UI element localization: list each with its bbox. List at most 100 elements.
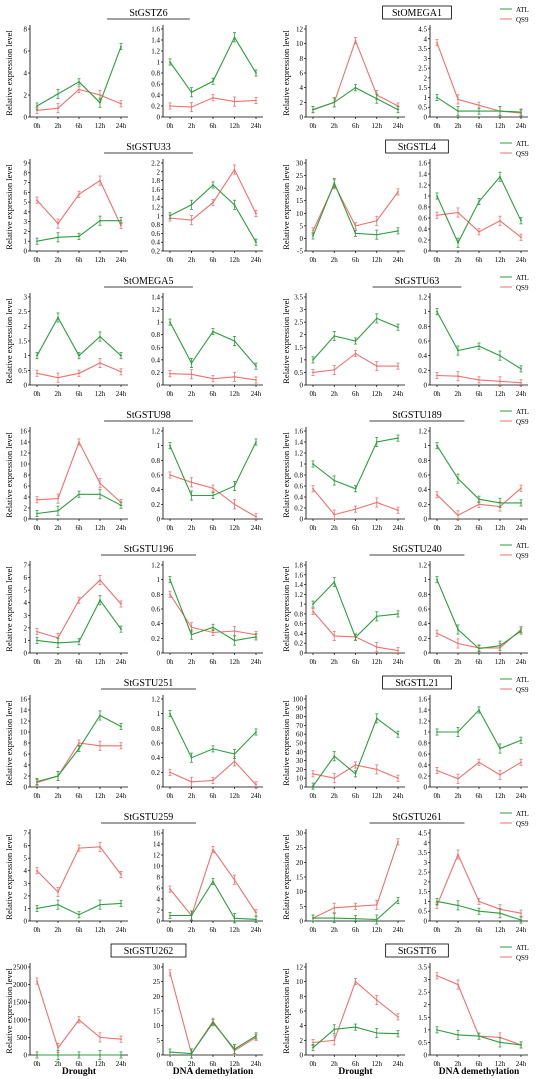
chart-title: StGSTL4 (398, 142, 436, 153)
data-point-atl (78, 747, 80, 750)
title-box (385, 139, 449, 154)
x-tick-label: 2h (455, 524, 463, 532)
data-point-qs9 (255, 911, 257, 914)
y-tick-label: 3.5 (418, 45, 427, 53)
y-tick-label: 0 (24, 784, 28, 792)
x-tick-label: 0h (34, 390, 42, 398)
y-axis-label: Relative expression level (4, 298, 14, 384)
y-tick-label: 2.5 (294, 319, 303, 327)
x-tick-label: 0h (167, 1060, 175, 1068)
data-point-atl (354, 487, 357, 490)
data-point-qs9 (99, 179, 101, 182)
y-axis-label: Relative expression level (281, 700, 291, 786)
data-point-atl (333, 1028, 336, 1031)
y-tick-label: 0.6 (294, 620, 303, 628)
x-tick-label: 24h (116, 1060, 127, 1068)
y-tick-label: 7 (24, 179, 28, 187)
data-point-atl (57, 903, 59, 906)
y-tick-label: 0 (424, 784, 428, 792)
data-point-qs9 (120, 370, 122, 373)
y-tick-label: 1 (424, 729, 428, 737)
y-tick-label: 4.5 (418, 830, 427, 838)
y-tick-label: 0 (300, 650, 304, 658)
series-line-atl (169, 184, 257, 243)
x-tick-label: 2h (188, 256, 196, 264)
x-tick-label: 2h (331, 658, 339, 666)
chart-stgstu251: Relative expression level StGSTU251 0 2 4 6 8 1… (4, 678, 263, 800)
data-point-atl (499, 110, 501, 113)
data-point-atl (499, 175, 501, 178)
data-point-atl (312, 785, 314, 788)
y-tick-label: 0 (24, 516, 28, 524)
chart-title: StGSTU259 (124, 812, 173, 823)
data-point-atl (233, 639, 236, 642)
chart-stomega5: Relative expression level StOMEGA5 0 0.5 1 1.… (4, 276, 263, 398)
y-tick-label: 30 (296, 160, 304, 168)
x-tick-label: 0h (434, 122, 442, 130)
data-point-qs9 (78, 847, 80, 849)
x-tick-label: 12h (372, 390, 383, 398)
x-tick-label: 24h (393, 1060, 404, 1068)
y-tick-label: 3.5 (294, 294, 303, 302)
y-tick-label: 20 (153, 993, 161, 1001)
data-point-atl (333, 479, 336, 482)
data-point-atl (520, 501, 522, 504)
data-point-atl (457, 1033, 459, 1036)
data-point-qs9 (120, 224, 122, 227)
y-tick-label: 0.6 (418, 606, 427, 614)
x-tick-label: 12h (229, 658, 240, 666)
x-tick-label: 0h (310, 122, 318, 130)
data-point-qs9 (99, 1036, 101, 1039)
y-tick-label: 0.4 (418, 352, 427, 360)
data-point-qs9 (78, 193, 80, 196)
x-tick-label: 6h (476, 256, 484, 264)
legend-qs9-label: QS9 (516, 418, 529, 426)
data-point-atl (99, 903, 101, 906)
y-tick-label: 0.4 (418, 762, 427, 770)
y-tick-label: 0.6 (294, 483, 303, 491)
data-point-qs9 (57, 376, 59, 379)
y-tick-label: 2.5 (418, 989, 427, 997)
data-point-atl (212, 1021, 214, 1024)
data-point-atl (120, 45, 122, 48)
data-point-qs9 (375, 768, 378, 771)
data-point-atl (78, 235, 80, 238)
x-tick-label: 0h (310, 1060, 318, 1068)
y-tick-label: 15 (296, 197, 304, 205)
y-tick-label: 15 (296, 874, 304, 882)
data-point-qs9 (436, 41, 438, 44)
data-point-atl (99, 1054, 101, 1056)
x-tick-label: 24h (393, 792, 404, 800)
y-tick-label: 0.4 (151, 239, 160, 247)
data-point-qs9 (120, 873, 122, 876)
data-point-qs9 (78, 599, 80, 602)
y-tick-label: 1 (300, 356, 304, 364)
x-tick-label: 6h (210, 256, 218, 264)
x-tick-label: 12h (372, 926, 383, 934)
data-point-atl (99, 714, 101, 717)
data-point-atl (354, 86, 357, 89)
y-tick-label: 0.6 (418, 472, 427, 480)
data-point-atl (520, 1044, 522, 1046)
y-tick-label: 2 (24, 505, 28, 513)
x-tick-label: 12h (95, 1060, 106, 1068)
data-point-qs9 (99, 362, 101, 364)
y-tick-label: 0.2 (151, 103, 160, 111)
y-tick-label: 1.2 (418, 294, 427, 302)
y-axis-label: Relative expression level (281, 298, 291, 384)
x-tick-label: 12h (229, 390, 240, 398)
x-tick-label: 0h (34, 926, 42, 934)
data-point-atl (457, 731, 459, 733)
x-tick-label: 24h (116, 390, 127, 398)
data-point-qs9 (333, 1039, 336, 1042)
data-point-atl (36, 1054, 38, 1056)
x-tick-label: 12h (95, 390, 106, 398)
y-tick-label: 1.6 (151, 26, 160, 34)
data-point-atl (354, 636, 357, 639)
data-point-qs9 (375, 365, 378, 368)
x-tick-label: 12h (495, 390, 506, 398)
x-tick-label: 12h (372, 524, 383, 532)
x-tick-label: 6h (352, 658, 360, 666)
data-point-atl (478, 498, 480, 501)
y-tick-label: 10 (153, 1022, 161, 1030)
